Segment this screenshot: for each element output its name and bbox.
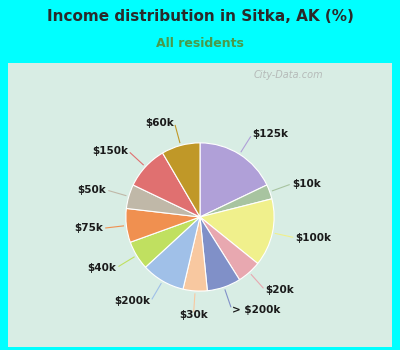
Text: Income distribution in Sitka, AK (%): Income distribution in Sitka, AK (%) [46,9,354,24]
Text: $10k: $10k [292,179,321,189]
Wedge shape [200,185,272,217]
Wedge shape [162,143,200,217]
Text: $125k: $125k [252,129,288,139]
Text: $40k: $40k [88,263,116,273]
Wedge shape [200,143,267,217]
Text: $100k: $100k [296,233,332,243]
Wedge shape [146,217,200,289]
Wedge shape [200,217,258,280]
Wedge shape [126,209,200,242]
Wedge shape [183,217,207,291]
Wedge shape [200,217,240,291]
Text: $150k: $150k [92,146,128,156]
Text: $20k: $20k [265,285,294,295]
Text: $50k: $50k [77,185,106,195]
Text: $200k: $200k [115,296,151,307]
Text: $75k: $75k [74,223,103,233]
FancyBboxPatch shape [8,63,392,346]
Text: > $200k: > $200k [232,304,280,315]
Text: $30k: $30k [179,310,208,320]
Wedge shape [200,199,274,264]
Wedge shape [133,153,200,217]
Wedge shape [126,185,200,217]
Text: All residents: All residents [156,37,244,50]
Text: $60k: $60k [146,118,174,127]
Wedge shape [130,217,200,267]
Text: City-Data.com: City-Data.com [253,70,323,80]
